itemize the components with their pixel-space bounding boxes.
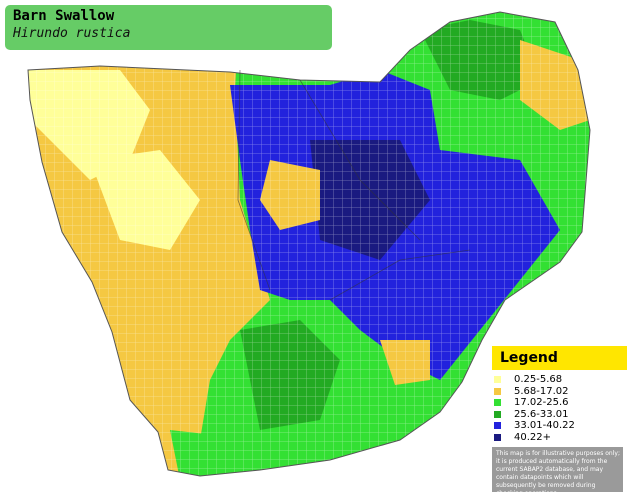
legend-title: Legend	[492, 346, 627, 370]
legend-label: 5.68-17.02	[514, 385, 569, 397]
legend-swatch	[494, 387, 501, 395]
legend-note: This map is for illustrative purposes on…	[492, 447, 623, 497]
legend-item: 5.68-17.02	[494, 386, 627, 398]
legend: Legend 0.25-5.68 5.68-17.02 17.02-25.6 25.6…	[492, 346, 627, 497]
legend-label: 17.02-25.6	[514, 397, 569, 409]
legend-item: 25.6-33.01	[494, 409, 627, 421]
legend-label: 25.6-33.01	[514, 408, 569, 420]
subtitle: Hirundo rustica	[13, 26, 131, 41]
legend-swatch	[494, 433, 501, 441]
title: Barn Swallow	[13, 8, 115, 24]
legend-swatch	[494, 422, 501, 430]
coastline	[27, 11, 591, 477]
legend-label: 0.25-5.68	[514, 374, 563, 386]
borders	[237, 69, 471, 301]
legend-label: 33.01-40.22	[514, 420, 575, 432]
legend-item: 17.02-25.6	[494, 397, 627, 409]
legend-item: 33.01-40.22	[494, 420, 627, 432]
title-box: Barn Swallow Hirundo rustica	[5, 5, 332, 50]
legend-swatch	[494, 376, 501, 384]
legend-label: 40.22+	[514, 431, 552, 443]
legend-items: 0.25-5.68 5.68-17.02 17.02-25.6 25.6-33.01 3…	[492, 370, 627, 445]
legend-swatch	[494, 410, 501, 418]
legend-swatch	[494, 399, 501, 407]
legend-item: 0.25-5.68	[494, 374, 627, 386]
legend-item: 40.22+	[494, 432, 627, 444]
